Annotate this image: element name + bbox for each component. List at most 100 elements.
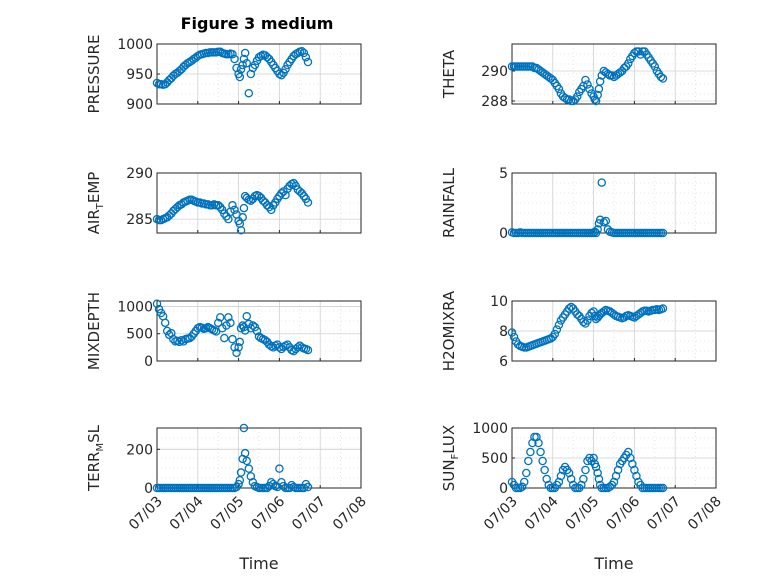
data-point — [240, 48, 250, 58]
y-tick-label: 1000 — [117, 299, 153, 315]
chart-panel-7: 0 200 TERRMSL 07/03 07/04 07/05 07/06 07/07 07/0… — [85, 423, 370, 573]
data-point — [275, 464, 284, 473]
chart-panel-3: 285 290 AIRTEMP — [85, 166, 362, 235]
axes-box — [156, 172, 362, 234]
x-tick-label: 07/05 — [563, 494, 603, 534]
y-tick-label: 288 — [481, 94, 508, 110]
y-tick-label: 5 — [499, 166, 508, 182]
data-point — [583, 316, 592, 325]
x-tick-label: 07/07 — [644, 494, 684, 534]
data-point — [303, 198, 313, 207]
x-tick-label: 07/07 — [289, 494, 329, 534]
x-tick-label: 07/05 — [208, 494, 248, 534]
data-point — [236, 225, 246, 235]
data-point — [239, 203, 249, 213]
y-tick-label: 500 — [126, 327, 153, 343]
chart-panel-2: 288 290 THETA — [440, 43, 717, 110]
data-point — [591, 96, 601, 106]
data-point — [607, 71, 617, 80]
data-point — [244, 464, 254, 473]
data-point — [595, 77, 605, 86]
data-point — [619, 313, 629, 322]
data-point — [552, 325, 562, 334]
data-point — [573, 92, 582, 101]
data-point — [273, 482, 282, 492]
data-point — [658, 304, 668, 313]
data-point — [236, 64, 246, 74]
data-point — [266, 205, 276, 215]
data-point — [599, 307, 609, 316]
y-tick-label: 1000 — [472, 421, 508, 437]
y-tick-label: 10 — [490, 294, 508, 310]
chart-panel-5: 0 500 1000 MIXDEPTH — [85, 292, 362, 370]
y-tick-label: 900 — [126, 97, 153, 113]
chart-panel-8: 0 500 1000 SUNFLUX 07/03 07/04 07/05 07/06 07/07… — [440, 421, 725, 573]
y-tick-label: 0 — [499, 481, 508, 497]
data-point — [236, 468, 246, 477]
data-point — [601, 216, 611, 226]
data-point — [244, 88, 254, 98]
data-point — [581, 75, 590, 85]
data-point — [277, 189, 286, 198]
data-point — [230, 54, 239, 64]
chart-panel-4: 0 5 RAINFALL — [440, 166, 717, 242]
y-axis-label: SUNFLUX — [440, 425, 461, 491]
data-point — [242, 58, 252, 68]
data-point — [597, 178, 607, 187]
data-point — [160, 318, 170, 328]
x-tick-label: 07/03 — [126, 494, 166, 534]
data-point — [240, 448, 250, 458]
data-point — [303, 482, 313, 492]
y-axis-label: RAINFALL — [440, 167, 458, 238]
data-point — [554, 320, 564, 330]
data-point — [226, 318, 235, 328]
x-axis-label: Time — [593, 554, 633, 573]
data-point — [658, 483, 668, 493]
data-point — [554, 84, 564, 94]
y-tick-label: 200 — [126, 442, 153, 458]
data-point — [630, 48, 639, 58]
data-point — [534, 438, 543, 448]
data-point — [594, 474, 604, 484]
data-point — [262, 52, 272, 62]
data-point — [656, 72, 666, 82]
data-point — [228, 49, 237, 59]
data-point — [589, 453, 598, 463]
data-point — [235, 72, 245, 82]
y-tick-label: 0 — [144, 481, 153, 497]
x-tick-label: 07/08 — [685, 494, 725, 534]
data-point — [658, 74, 668, 83]
x-tick-label: 07/06 — [248, 493, 288, 533]
data-point — [583, 80, 592, 89]
y-axis-label: MIXDEPTH — [85, 292, 103, 370]
y-tick-label: 285 — [126, 212, 153, 228]
data-point — [235, 476, 245, 485]
data-point — [593, 225, 602, 234]
data-point — [581, 465, 590, 475]
y-tick-label: 500 — [481, 451, 508, 467]
data-point — [215, 313, 225, 322]
data-point — [232, 348, 241, 358]
data-point — [230, 205, 239, 215]
data-point — [239, 423, 249, 433]
data-point — [242, 312, 252, 321]
data-point — [593, 90, 602, 100]
y-axis-label: PRESSURE — [85, 35, 103, 114]
y-tick-label: 0 — [499, 226, 508, 242]
x-tick-label: 07/03 — [481, 494, 521, 534]
y-tick-label: 1000 — [117, 37, 153, 53]
data-point — [252, 326, 262, 336]
data-point — [250, 60, 260, 70]
data-point — [248, 321, 258, 330]
data-point — [564, 95, 574, 104]
data-point — [224, 313, 233, 322]
x-tick-label: 07/04 — [522, 493, 562, 533]
data-point — [579, 474, 588, 484]
data-point — [538, 456, 547, 466]
data-point — [590, 95, 600, 104]
data-point — [579, 317, 588, 327]
data-point — [275, 343, 284, 352]
x-tick-label: 07/08 — [330, 494, 370, 534]
data-point — [593, 468, 602, 478]
data-point — [507, 328, 517, 337]
